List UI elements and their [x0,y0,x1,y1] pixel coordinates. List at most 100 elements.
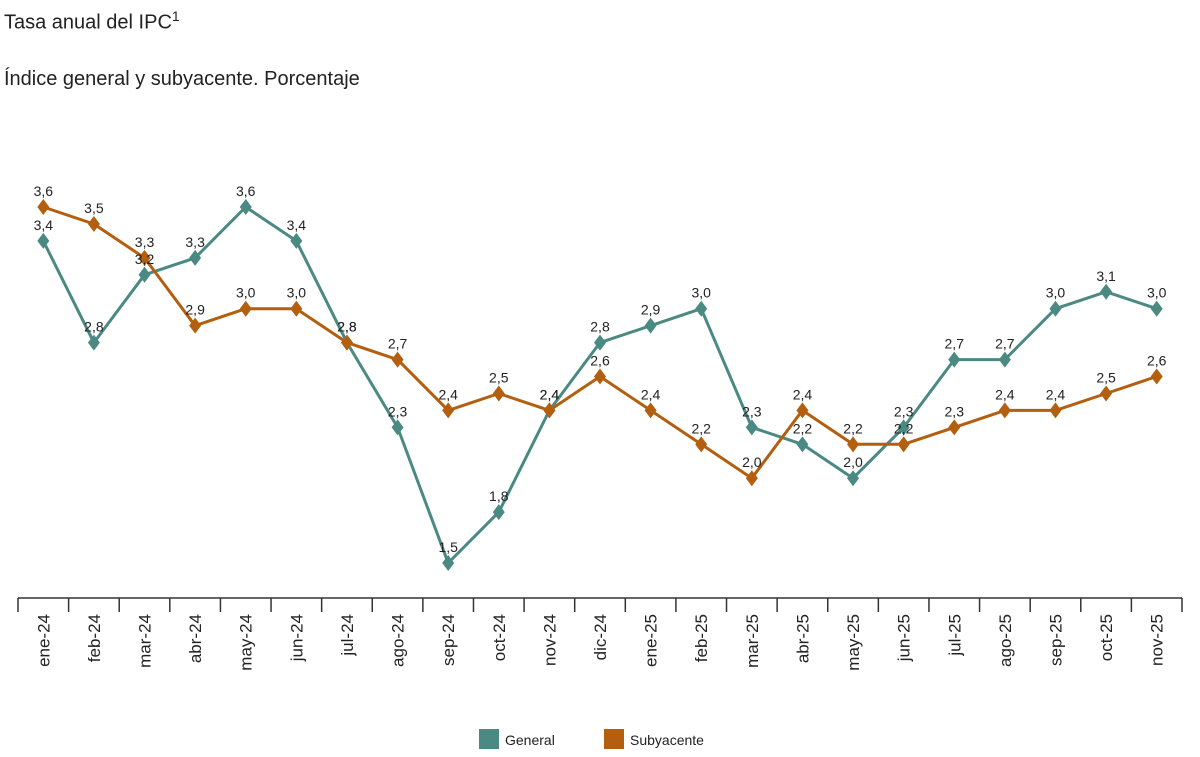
data-label-general: 2,3 [388,403,408,419]
x-tick-label: dic-24 [591,614,610,660]
data-label-general: 2,9 [641,302,661,318]
data-label-subyacente: 3,0 [236,285,256,301]
data-point-subyacente [847,436,860,453]
data-label-subyacente: 2,3 [945,403,965,419]
data-point-subyacente [948,419,961,436]
data-label-general: 2,8 [590,319,610,335]
data-point-subyacente [391,351,404,368]
data-label-general: 3,4 [287,217,307,233]
x-tick-label: ago-25 [996,614,1015,667]
x-tick-label: mar-24 [136,614,155,668]
data-label-general: 2,3 [742,403,762,419]
series-lines [41,205,1158,565]
data-label-subyacente: 2,4 [540,386,560,402]
data-point-subyacente [239,300,252,317]
data-label-subyacente: 2,4 [995,386,1015,402]
data-label-general: 2,7 [945,336,965,352]
data-point-subyacente [745,470,758,487]
data-point-general [998,351,1011,368]
legend-label-subyacente: Subyacente [630,732,704,748]
data-point-general [37,232,50,249]
x-tick-label: abr-24 [186,614,205,663]
x-tick-label: nov-24 [540,614,559,666]
data-label-subyacente: 2,6 [590,353,610,369]
legend: General Subyacente [479,729,704,749]
data-label-general: 2,4 [540,386,560,402]
data-label-general: 1,8 [489,488,509,504]
x-tick-label: abr-25 [793,614,812,663]
x-tick-label: nov-25 [1148,614,1167,666]
data-label-subyacente: 3,5 [84,200,104,216]
data-point-subyacente [897,436,910,453]
data-point-general [695,300,708,317]
data-point-general [847,470,860,487]
x-tick-label: ago-24 [389,614,408,667]
data-label-subyacente: 2,4 [793,386,813,402]
data-label-subyacente: 3,3 [135,234,155,250]
data-point-subyacente [644,402,657,419]
data-point-general [189,249,202,266]
chart-title: Tasa anual del IPC1 [4,8,180,34]
data-label-subyacente: 2,2 [691,420,711,436]
x-tick-label: mar-25 [743,614,762,668]
data-point-general [290,232,303,249]
legend-label-general: General [505,732,555,748]
data-label-general: 2,2 [793,420,813,436]
x-tick-label: ene-25 [642,614,661,667]
data-label-subyacente: 2,9 [185,302,205,318]
data-label-general: 1,5 [438,539,458,555]
data-point-general [644,317,657,334]
data-point-subyacente [442,402,455,419]
legend-swatch-subyacente [604,729,624,749]
data-point-subyacente [796,402,809,419]
data-point-general [239,199,252,215]
data-point-subyacente [594,368,606,385]
data-point-general [87,334,100,351]
data-label-subyacente: 2,5 [489,369,509,385]
data-label-general: 3,0 [1147,285,1167,301]
x-tick-label: jul-24 [338,614,357,657]
x-tick-label: oct-24 [490,614,509,661]
legend-swatch-general [479,729,499,749]
data-label-subyacente: 2,4 [438,386,458,402]
data-label-general: 2,0 [843,454,863,470]
data-point-general [138,266,151,283]
x-tick-label: may-24 [237,614,256,671]
data-label-general: 3,0 [1046,285,1066,301]
data-point-subyacente [1049,402,1062,419]
data-point-general [796,436,809,453]
data-label-subyacente: 2,0 [742,454,762,470]
data-label-subyacente: 2,5 [1096,369,1116,385]
data-label-subyacente: 2,2 [894,420,914,436]
data-label-general: 3,3 [185,234,205,250]
data-point-subyacente [543,402,556,419]
data-point-subyacente [492,385,505,402]
chart-subtitle: Índice general y subyacente. Porcentaje [4,68,360,90]
x-tick-label: sep-25 [1046,614,1065,666]
data-label-subyacente: 2,7 [388,336,408,352]
x-tick-label: jun-25 [895,614,914,662]
data-point-subyacente [37,199,50,215]
data-point-subyacente [695,436,708,453]
x-tick-label: feb-24 [85,614,104,662]
data-label-general: 2,3 [894,403,914,419]
data-point-general [948,351,961,368]
x-tick-label: ene-24 [34,614,53,667]
x-tick-label: jun-24 [287,614,306,662]
data-point-subyacente [290,300,303,317]
data-point-general [391,419,404,436]
series-markers [37,199,1163,571]
data-point-subyacente [1150,368,1163,385]
data-point-subyacente [87,215,100,232]
series-line-general [41,205,1158,565]
x-tick-label: feb-25 [692,614,711,662]
data-point-subyacente [138,249,151,266]
data-point-general [594,334,606,351]
data-label-general: 3,6 [236,183,256,199]
data-label-general: 2,8 [84,319,104,335]
data-label-subyacente: 2,8 [337,319,357,335]
data-point-general [442,555,455,571]
data-label-subyacente: 3,6 [34,183,54,199]
data-label-general: 3,2 [135,251,155,267]
